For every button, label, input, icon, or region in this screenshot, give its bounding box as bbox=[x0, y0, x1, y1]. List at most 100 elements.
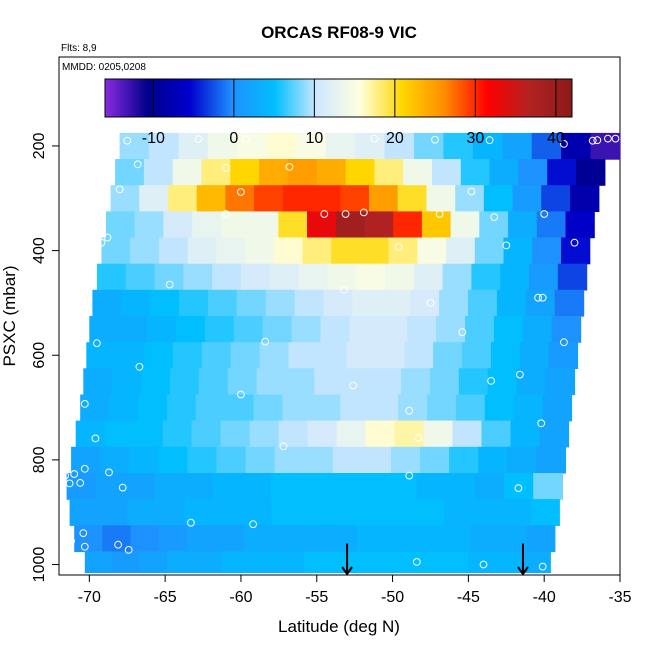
heatmap-cell bbox=[115, 159, 145, 186]
observation-point bbox=[285, 163, 294, 171]
heatmap-cell bbox=[282, 185, 313, 212]
heatmap-cell bbox=[417, 237, 447, 265]
heatmap-cell bbox=[460, 159, 491, 186]
heatmap-cell bbox=[554, 289, 585, 317]
heatmap-cell bbox=[397, 185, 427, 212]
observation-point bbox=[79, 529, 88, 537]
heatmap-cells bbox=[66, 132, 621, 573]
heatmap-cell bbox=[178, 132, 209, 160]
heatmap-cell bbox=[130, 237, 160, 265]
heatmap-cell bbox=[369, 394, 399, 422]
observation-point bbox=[435, 210, 444, 218]
heatmap-cell bbox=[352, 289, 382, 317]
heatmap-cell bbox=[168, 185, 198, 212]
heatmap-cell bbox=[106, 211, 136, 239]
heatmap-cell bbox=[240, 263, 271, 291]
heatmap-cell bbox=[278, 211, 308, 239]
heatmap-cell bbox=[139, 551, 168, 573]
observation-point bbox=[479, 560, 488, 569]
observation-point bbox=[80, 400, 89, 408]
x-tick-label: -35 bbox=[608, 589, 631, 606]
heatmap-cell bbox=[191, 420, 222, 448]
heatmap-cell bbox=[576, 159, 606, 186]
heatmap-cell bbox=[294, 289, 325, 317]
heatmap-cell bbox=[413, 263, 444, 291]
heatmap-cell bbox=[394, 420, 425, 448]
observation-point bbox=[91, 434, 100, 443]
heatmap-cell bbox=[166, 551, 195, 573]
heatmap-cell bbox=[96, 263, 127, 291]
heatmap-cell bbox=[531, 132, 562, 160]
heatmap-cell bbox=[183, 263, 213, 291]
heatmap-cell bbox=[327, 263, 357, 291]
observation-point bbox=[221, 210, 230, 218]
heatmap-cell bbox=[249, 420, 280, 448]
observation-point bbox=[394, 243, 403, 251]
arrow-marker bbox=[517, 543, 529, 576]
heatmap-cell bbox=[271, 499, 301, 526]
x-tick-label: -65 bbox=[154, 589, 177, 606]
heatmap-cell bbox=[385, 525, 415, 553]
observation-point bbox=[537, 419, 546, 428]
heatmap-cell bbox=[398, 394, 428, 422]
heatmap-cell bbox=[133, 420, 164, 448]
colorbar-tick-label: -10 bbox=[142, 130, 165, 147]
observation-point bbox=[97, 238, 106, 247]
heatmap-cell bbox=[204, 316, 235, 343]
heatmap-cell bbox=[272, 525, 301, 553]
heatmap-cell bbox=[501, 499, 532, 526]
heatmap-cell bbox=[516, 368, 547, 396]
y-axis-label: PSXC (mbar) bbox=[0, 265, 19, 366]
heatmap-cell bbox=[303, 446, 334, 474]
heatmap-cell bbox=[481, 420, 512, 448]
heatmap-cell bbox=[375, 342, 405, 369]
heatmap-cell bbox=[216, 446, 247, 474]
heatmap-cell bbox=[156, 499, 186, 526]
x-tick-label: -60 bbox=[229, 589, 252, 606]
observation-point bbox=[221, 164, 230, 172]
heatmap-cell bbox=[215, 525, 245, 553]
observation-point bbox=[61, 471, 69, 480]
colorbar-tick-label: 40 bbox=[547, 130, 565, 147]
heatmap-cell bbox=[195, 394, 226, 422]
heatmap-cell bbox=[449, 446, 479, 474]
heatmap-cell bbox=[493, 316, 524, 343]
observation-point bbox=[114, 540, 122, 549]
heatmap-cell bbox=[143, 159, 174, 186]
heatmap-cell bbox=[557, 263, 588, 291]
heatmap-cell bbox=[112, 368, 142, 396]
heatmap-cell bbox=[95, 473, 126, 500]
heatmap-cell bbox=[329, 473, 359, 500]
heatmap-cell bbox=[118, 316, 148, 343]
heatmap-cell bbox=[276, 551, 305, 573]
heatmap-cell bbox=[173, 342, 203, 369]
y-tick-label: 200 bbox=[31, 133, 48, 160]
heatmap-cell bbox=[452, 420, 483, 448]
heatmap-cell bbox=[374, 159, 404, 186]
observation-point bbox=[611, 134, 620, 143]
heatmap-cell bbox=[236, 289, 267, 317]
colorbar bbox=[104, 78, 573, 118]
heatmap-cell bbox=[187, 525, 217, 553]
heatmap-cell bbox=[518, 159, 548, 186]
observation-point bbox=[341, 210, 350, 218]
heatmap-cell bbox=[201, 342, 232, 369]
heatmap-cell bbox=[343, 368, 373, 396]
heatmap-cell bbox=[356, 525, 386, 553]
heatmap-cell bbox=[121, 289, 151, 317]
heatmap-cell bbox=[446, 237, 476, 265]
heatmap-cell bbox=[245, 237, 275, 265]
heatmap-cell bbox=[513, 394, 544, 422]
x-axis-label: Latitude (deg N) bbox=[278, 617, 400, 636]
heatmap-cell bbox=[194, 551, 223, 573]
heatmap-cell bbox=[220, 211, 251, 239]
heatmap-cell bbox=[359, 237, 390, 265]
observation-point bbox=[405, 471, 414, 480]
heatmap-cell bbox=[472, 499, 503, 526]
x-tick-label: -70 bbox=[78, 589, 101, 606]
heatmap-cell bbox=[541, 185, 571, 212]
heatmap-cell bbox=[213, 499, 244, 526]
heatmap-cell bbox=[487, 368, 518, 396]
observation-point bbox=[359, 208, 368, 217]
